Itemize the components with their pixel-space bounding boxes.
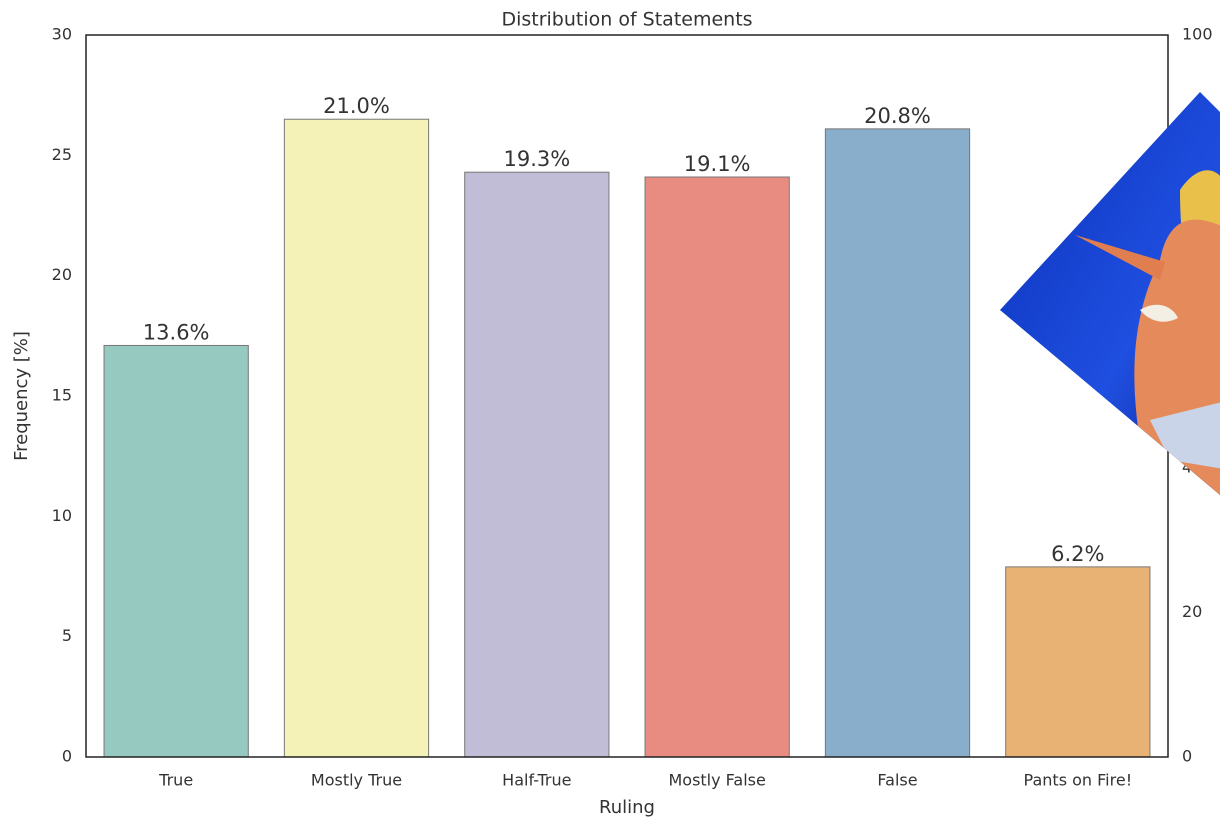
bar xyxy=(103,344,249,758)
x-tick-label: Half-True xyxy=(502,771,571,790)
bar-annotation: 19.3% xyxy=(503,147,570,171)
bar xyxy=(824,128,971,758)
photo-nose xyxy=(1075,235,1165,280)
bar-annotation: 19.1% xyxy=(684,152,751,176)
y2-tick-label: 100 xyxy=(1182,25,1213,44)
bar-annotation: 6.2% xyxy=(1051,542,1104,566)
y-tick-label: 0 xyxy=(62,747,72,766)
x-axis-label: Ruling xyxy=(599,797,655,818)
photo-collar xyxy=(1150,400,1220,470)
x-tick-label: False xyxy=(877,771,917,790)
y-tick-label: 5 xyxy=(62,626,72,645)
x-tick-label: Pants on Fire! xyxy=(1024,771,1133,790)
bar-annotation: 13.6% xyxy=(143,320,210,344)
y-tick-label: 30 xyxy=(52,25,72,44)
y-tick-label: 10 xyxy=(52,506,72,525)
y-tick-label: 15 xyxy=(52,386,72,405)
chart-title: Distribution of Statements xyxy=(501,9,752,31)
plot-area: 051015202530020406080100True13.6%Mostly … xyxy=(52,25,1213,790)
y-axis-label: Frequency [%] xyxy=(11,331,32,461)
bar xyxy=(644,176,790,758)
x-tick-label: Mostly True xyxy=(311,771,402,790)
bar-annotation: 20.8% xyxy=(864,104,931,128)
x-tick-label: Mostly False xyxy=(668,771,765,790)
photo-teeth xyxy=(1140,304,1178,322)
y-tick-label: 20 xyxy=(52,265,72,284)
bar xyxy=(464,171,610,758)
y2-tick-label: 20 xyxy=(1182,602,1202,621)
y-tick-label: 25 xyxy=(52,145,72,164)
y2-tick-label: 0 xyxy=(1182,747,1192,766)
x-tick-label: True xyxy=(158,771,193,790)
bar xyxy=(1005,566,1151,758)
bar-annotation: 21.0% xyxy=(323,94,390,118)
photo-overlay xyxy=(1000,92,1220,495)
bar xyxy=(283,118,430,758)
